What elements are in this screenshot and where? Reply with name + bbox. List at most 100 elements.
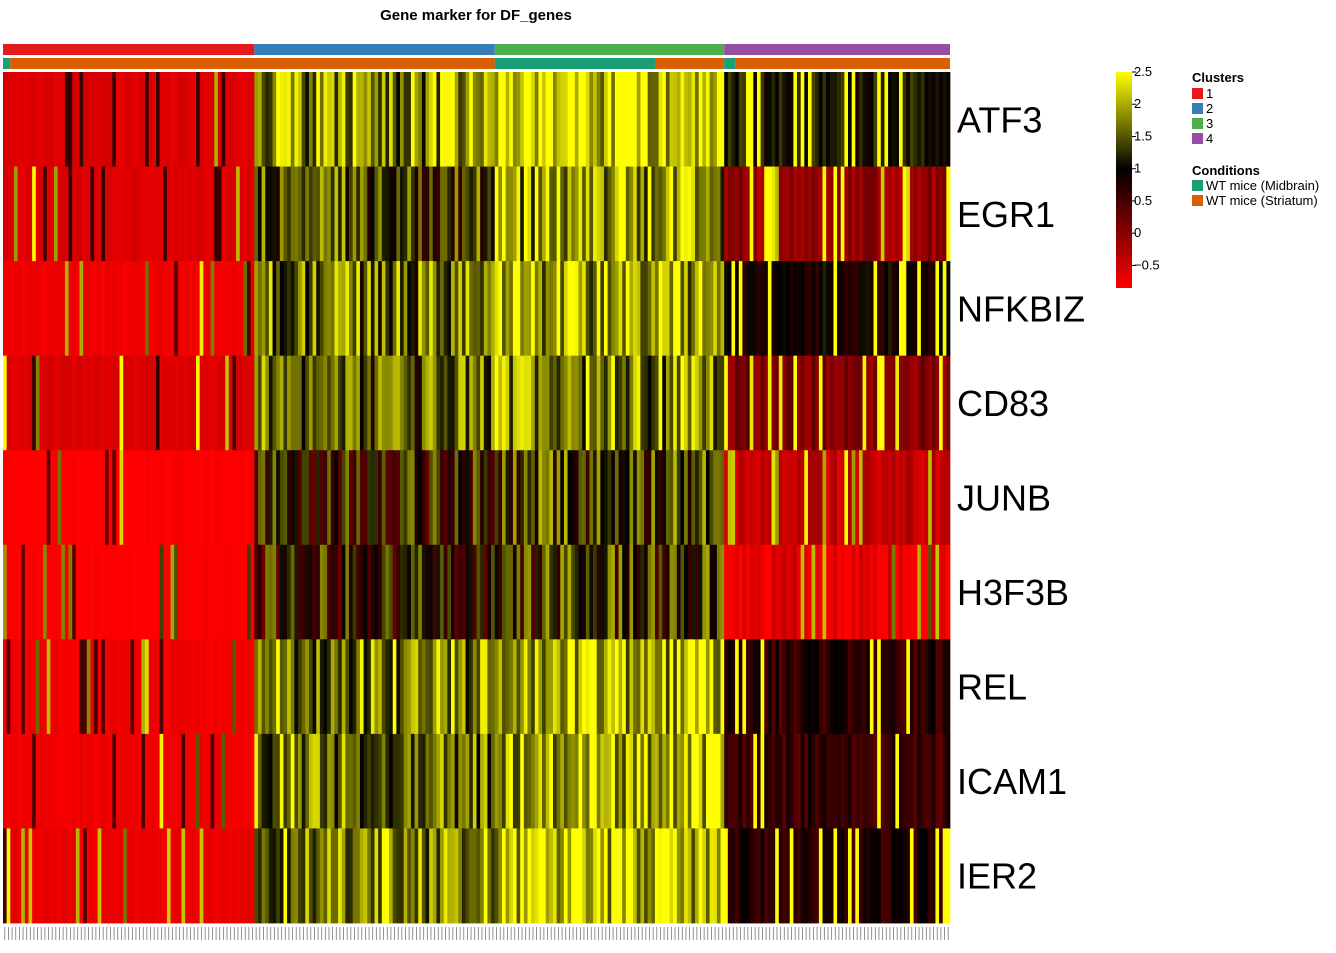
heatmap-cell [556, 639, 561, 735]
heatmap-cell [702, 828, 707, 924]
heatmap-cell [589, 544, 594, 640]
heatmap-cell [436, 733, 441, 829]
heatmap-cell [359, 544, 364, 640]
heatmap-cell [713, 733, 718, 829]
heatmap-cell [855, 733, 860, 829]
heatmap-cell [939, 72, 944, 167]
heatmap-cell [753, 72, 758, 167]
heatmap-cell [695, 261, 700, 357]
heatmap-cell [888, 733, 893, 829]
heatmap-cell [549, 72, 554, 167]
heatmap-cell [123, 261, 128, 357]
heatmap-cell [469, 166, 474, 262]
heatmap-cell [203, 544, 208, 640]
heatmap-cell [145, 72, 150, 167]
heatmap-cell [815, 544, 820, 640]
heatmap-cell [403, 355, 408, 451]
heatmap-cell [822, 828, 827, 924]
heatmap-cell [389, 639, 394, 735]
heatmap-cell [429, 355, 434, 451]
heatmap-cell [381, 261, 386, 357]
heatmap-cell [782, 828, 787, 924]
heatmap-cell [702, 639, 707, 735]
gene-label-rel: REL [957, 667, 1027, 708]
heatmap-cell [786, 828, 791, 924]
heatmap-cell [177, 733, 182, 829]
heatmap-cell [356, 72, 361, 167]
heatmap-cell [185, 639, 190, 735]
heatmap-cell [458, 639, 463, 735]
heatmap-cell [713, 355, 718, 451]
heatmap-row-rel [3, 639, 951, 735]
heatmap-cell [684, 72, 689, 167]
heatmap-cell [549, 639, 554, 735]
heatmap-cell [698, 544, 703, 640]
heatmap-cell [261, 733, 266, 829]
heatmap-cell [549, 355, 554, 451]
heatmap-cell [782, 450, 787, 546]
heatmap-cell [137, 828, 142, 924]
heatmap-cell [789, 355, 794, 451]
heatmap-cell [629, 355, 634, 451]
heatmap-cell [866, 450, 871, 546]
heatmap-cell [279, 639, 284, 735]
heatmap-cell [206, 450, 211, 546]
heatmap-cell [607, 733, 612, 829]
heatmap-cell [756, 639, 761, 735]
heatmap-cell [873, 544, 878, 640]
heatmap-cell [804, 72, 809, 167]
heatmap-cell [800, 828, 805, 924]
heatmap-cell [79, 450, 84, 546]
heatmap-cell [585, 544, 590, 640]
heatmap-cell [928, 733, 933, 829]
heatmap-cell [749, 733, 754, 829]
heatmap-cell [815, 639, 820, 735]
heatmap-cell [531, 544, 536, 640]
heatmap-cell [268, 72, 273, 167]
heatmap-cell [771, 639, 776, 735]
heatmap-cell [276, 166, 281, 262]
heatmap-cell [523, 355, 528, 451]
heatmap-cell [611, 166, 616, 262]
heatmap-cell [83, 733, 88, 829]
heatmap-cell [39, 828, 44, 924]
heatmap-cell [906, 733, 911, 829]
heatmap-cell [279, 544, 284, 640]
heatmap-cell [749, 828, 754, 924]
heatmap-cell [931, 166, 936, 262]
heatmap-cell [432, 828, 437, 924]
heatmap-cell [363, 72, 368, 167]
heatmap-cell [625, 544, 630, 640]
heatmap-cell [166, 72, 171, 167]
heatmap-cell [319, 450, 324, 546]
heatmap-cell [753, 828, 758, 924]
heatmap-cell [3, 72, 7, 167]
heatmap-cell [778, 261, 783, 357]
heatmap-cell [370, 733, 375, 829]
heatmap-cell [35, 72, 40, 167]
heatmap-cell [192, 72, 197, 167]
heatmap-cell [352, 733, 357, 829]
heatmap-cell [837, 544, 842, 640]
heatmap-cell [644, 261, 649, 357]
heatmap-cell [851, 166, 856, 262]
heatmap-cell [188, 450, 193, 546]
heatmap-cell [177, 72, 182, 167]
heatmap-cell [746, 450, 751, 546]
heatmap-cell [545, 355, 550, 451]
heatmap-cell [742, 733, 747, 829]
heatmap-cell [862, 733, 867, 829]
heatmap-cell [804, 261, 809, 357]
heatmap-cell [727, 733, 732, 829]
heatmap-cell [283, 166, 288, 262]
heatmap-cell [400, 166, 404, 262]
heatmap-cell [338, 450, 343, 546]
heatmap-cell [436, 828, 441, 924]
heatmap-cell [906, 355, 911, 451]
heatmap-cell [618, 355, 623, 451]
heatmap-cell [505, 733, 510, 829]
heatmap-cell [574, 639, 579, 735]
heatmap-cell [920, 639, 925, 735]
heatmap-cell [665, 639, 670, 735]
heatmap-cell [159, 544, 164, 640]
